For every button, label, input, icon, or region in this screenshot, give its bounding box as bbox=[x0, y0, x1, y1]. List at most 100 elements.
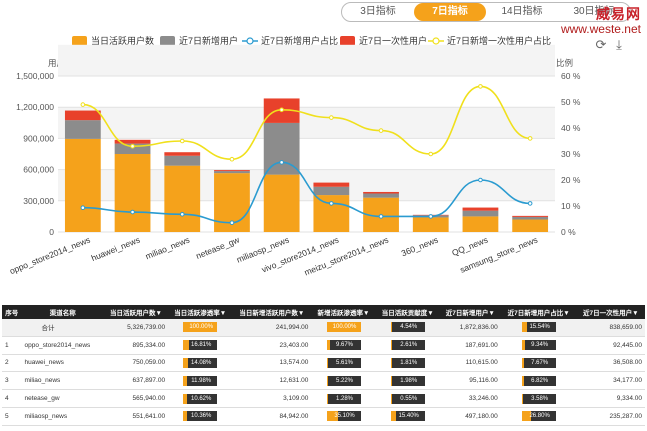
percent-value: 26.80% bbox=[529, 413, 550, 420]
table-row: 5 miliaosp_news 551,641.00 10.36% 84,942.00 3… bbox=[2, 407, 645, 426]
legend-label: 近7日一次性用户 bbox=[359, 35, 427, 46]
bar-segment bbox=[64, 110, 101, 121]
percent-bar-fill bbox=[326, 340, 330, 351]
legend-marker bbox=[432, 37, 440, 45]
percent-cell: 5.61% bbox=[311, 354, 376, 373]
percent-value: 2.61% bbox=[400, 342, 418, 349]
percent-bar: 16.81% bbox=[183, 340, 218, 351]
column-header[interactable]: 近7日新增用户占比▼ bbox=[500, 305, 577, 319]
percent-bar-fill bbox=[521, 340, 525, 351]
percent-bar: 4.54% bbox=[390, 322, 425, 333]
column-header[interactable]: 当日活跃用户数▼ bbox=[103, 305, 169, 319]
tab-30day[interactable]: 30日指标 bbox=[573, 6, 615, 17]
legend-marker bbox=[246, 37, 254, 45]
percent-cell: 0.55% bbox=[375, 389, 440, 408]
percent-bar-fill bbox=[390, 322, 393, 333]
refresh-icon[interactable]: ⟳ bbox=[595, 37, 607, 52]
percent-value: 1.81% bbox=[400, 359, 418, 366]
y2-tick-label: 40 % bbox=[561, 123, 581, 133]
column-header[interactable]: 新增活跃渗透率▼ bbox=[311, 305, 376, 319]
series-point bbox=[428, 151, 434, 157]
percent-cell: 2.61% bbox=[375, 336, 440, 355]
series-point bbox=[279, 160, 284, 165]
column-header[interactable]: 近7日新增用户▼ bbox=[439, 305, 501, 319]
percent-bar-fill bbox=[390, 375, 392, 386]
legend-swatch bbox=[160, 36, 175, 46]
percent-bar: 1.28% bbox=[326, 393, 361, 404]
row-index: 4 bbox=[2, 389, 22, 408]
value-cell: 750,059.00 bbox=[103, 354, 169, 373]
row-index: 3 bbox=[2, 371, 22, 391]
download-icon[interactable]: ⤓ bbox=[616, 37, 622, 52]
series-point bbox=[378, 128, 384, 133]
percent-cell: 16.81% bbox=[168, 336, 233, 355]
percent-bar: 100.00% bbox=[326, 322, 361, 333]
percent-value: 4.54% bbox=[400, 324, 418, 331]
percent-cell: 9.67% bbox=[311, 336, 376, 355]
table-row: 2 huawei_news 750,059.00 14.08% 13,574.00 5.6… bbox=[2, 354, 645, 373]
column-header: 序号 bbox=[2, 305, 22, 319]
bar-segment bbox=[412, 217, 449, 232]
series-point bbox=[527, 136, 533, 141]
y2-tick-label: 10 % bbox=[561, 201, 581, 211]
percent-value: 0.55% bbox=[400, 395, 418, 402]
value-cell: 5,326,739.00 bbox=[103, 319, 169, 337]
channel-name: 合计 bbox=[21, 319, 104, 337]
value-cell: 84,942.00 bbox=[232, 407, 312, 426]
percent-bar-fill bbox=[521, 322, 527, 333]
series-point bbox=[329, 115, 334, 120]
bar-segment bbox=[64, 138, 101, 232]
series-line bbox=[82, 161, 531, 224]
column-header[interactable]: 当日活跃贡献度▼ bbox=[375, 305, 440, 319]
tab-7day[interactable]: 7日指标 bbox=[414, 3, 486, 21]
value-cell: 33,246.00 bbox=[439, 389, 501, 408]
bar-segment bbox=[114, 139, 151, 144]
x-tick-label: miliao_news bbox=[144, 235, 191, 262]
percent-value: 16.81% bbox=[191, 342, 212, 349]
bar-segment bbox=[313, 195, 350, 232]
percent-bar: 100.00% bbox=[183, 322, 218, 333]
watermark-name: 威易网 bbox=[596, 6, 641, 22]
percent-value: 3.58% bbox=[531, 395, 549, 402]
tab-14day[interactable]: 14日指标 bbox=[501, 6, 543, 17]
percent-cell: 5.22% bbox=[311, 371, 376, 391]
bar-segment bbox=[164, 155, 201, 166]
column-header[interactable]: 当日新增活跃用户数▼ bbox=[232, 305, 312, 319]
series-point bbox=[179, 211, 185, 217]
percent-value: 10.62% bbox=[191, 395, 212, 402]
value-cell: 895,334.00 bbox=[103, 336, 169, 355]
column-header[interactable]: 当日活跃渗透率▼ bbox=[168, 305, 233, 319]
legend-swatch bbox=[340, 36, 355, 46]
legend-label: 当日活跃用户数 bbox=[91, 35, 154, 46]
series-point bbox=[527, 201, 533, 206]
series-point bbox=[229, 220, 235, 225]
percent-bar: 9.67% bbox=[326, 340, 361, 351]
y2-tick-label: 50 % bbox=[561, 97, 581, 107]
value-cell: 565,940.00 bbox=[103, 389, 169, 408]
bar-segment bbox=[462, 216, 499, 232]
percent-bar-fill bbox=[326, 357, 329, 368]
bar-segment bbox=[363, 193, 399, 198]
y-tick-label: 1,200,000 bbox=[16, 102, 54, 112]
y2-tick-label: 0 % bbox=[561, 227, 576, 237]
value-cell: 551,641.00 bbox=[103, 407, 169, 426]
percent-cell: 100.00% bbox=[311, 319, 376, 337]
x-tick-label: oppo_store2014_news bbox=[8, 235, 91, 276]
percent-value: 9.67% bbox=[336, 342, 354, 349]
percent-bar: 5.22% bbox=[326, 375, 361, 386]
percent-bar: 9.34% bbox=[521, 340, 556, 351]
percent-bar: 5.61% bbox=[326, 357, 361, 368]
percent-value: 1.98% bbox=[400, 377, 418, 384]
percent-value: 9.34% bbox=[531, 342, 549, 349]
column-header[interactable]: 近7日一次性用户▼ bbox=[576, 305, 645, 319]
series-point bbox=[80, 102, 86, 107]
percent-bar-fill bbox=[183, 322, 218, 333]
tab-3day[interactable]: 3日指标 bbox=[360, 6, 396, 17]
series-point bbox=[229, 156, 235, 162]
x-tick-label: 360_news bbox=[400, 235, 440, 259]
y2-tick-label: 20 % bbox=[561, 175, 581, 185]
legend-label: 近7日新增用户 bbox=[179, 35, 238, 46]
series-point bbox=[378, 214, 384, 219]
percent-bar: 10.62% bbox=[183, 393, 218, 404]
bar-segment bbox=[462, 210, 499, 217]
